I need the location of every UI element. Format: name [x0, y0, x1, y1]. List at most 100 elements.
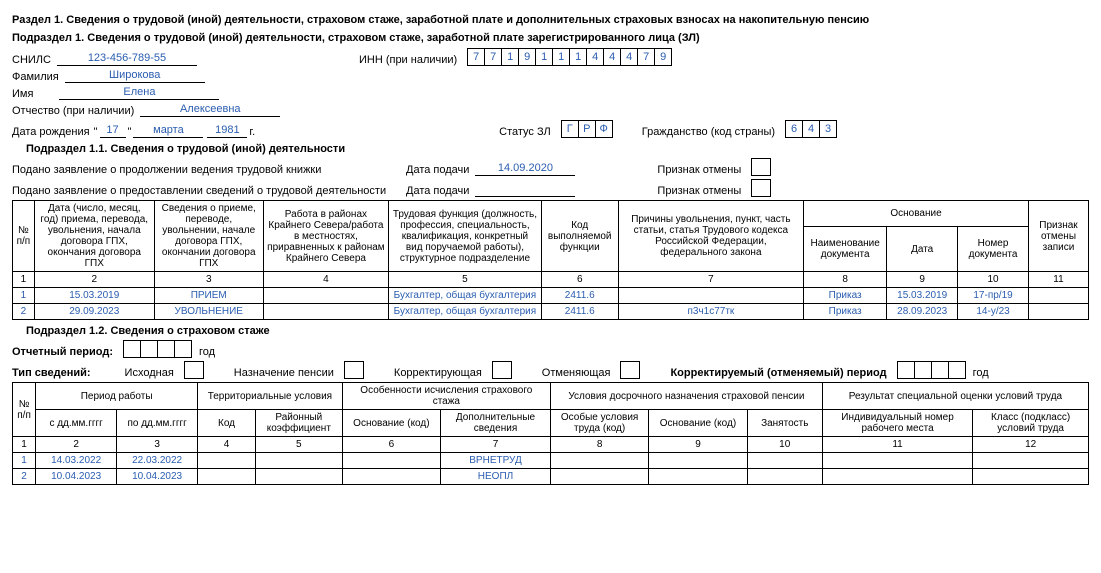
th-reason: Причины увольнения, пункт, часть статьи,…: [618, 201, 803, 272]
cell: Приказ: [804, 288, 887, 304]
dob-year[interactable]: 1981: [207, 124, 247, 138]
cell: ВРНЕТРУД: [441, 453, 551, 469]
patronymic-value[interactable]: Алексеевна: [140, 103, 280, 117]
subsection1-title: Подраздел 1. Сведения о трудовой (иной) …: [12, 32, 1089, 44]
cell: 17-пр/19: [958, 288, 1029, 304]
report-period-label: Отчетный период:: [12, 346, 113, 358]
colnum: 8: [550, 437, 648, 453]
cell: 14.03.2022: [36, 453, 117, 469]
digit-box: 1: [501, 48, 519, 66]
cell: [342, 453, 440, 469]
th12-special: Особые условия труда (код): [550, 410, 648, 437]
cell: Бухгалтер, общая бухгалтерия: [389, 288, 542, 304]
sub11-title: Подраздел 1.1. Сведения о трудовой (иной…: [26, 143, 1089, 155]
colnum: 5: [255, 437, 342, 453]
name-value[interactable]: Елена: [59, 86, 219, 100]
cell: 10.04.2023: [36, 469, 117, 485]
th-north: Работа в районах Крайнего Севера/работа …: [263, 201, 388, 272]
cell: 14-у/23: [958, 304, 1029, 320]
cancel1-box[interactable]: [751, 158, 771, 176]
quote-close: ": [128, 126, 132, 138]
surname-value[interactable]: Широкова: [65, 69, 205, 83]
status-boxes[interactable]: ГРФ: [561, 120, 612, 138]
date2-value[interactable]: [475, 183, 575, 197]
snils-value[interactable]: 123-456-789-55: [57, 52, 197, 66]
colnum: 4: [263, 272, 388, 288]
colnum: 7: [618, 272, 803, 288]
th-dname: Наименование документа: [804, 227, 887, 272]
th12-period: Период работы: [36, 383, 198, 410]
colnum: 3: [117, 437, 198, 453]
cell: [263, 304, 388, 320]
colnum: 2: [36, 437, 117, 453]
quote-open: ": [94, 126, 98, 138]
cell: [198, 469, 256, 485]
dob-label: Дата рождения: [12, 126, 90, 138]
citizenship-boxes[interactable]: 643: [785, 120, 836, 138]
date1-value[interactable]: 14.09.2020: [475, 162, 575, 176]
year-label1: год: [199, 346, 215, 358]
colnum: 7: [441, 437, 551, 453]
table-sub12: № п/п Период работы Территориальные усло…: [12, 382, 1089, 485]
digit-box: 9: [654, 48, 672, 66]
table-row: 229.09.2023УВОЛЬНЕНИЕБухгалтер, общая бу…: [13, 304, 1089, 320]
digit-box: 1: [535, 48, 553, 66]
digit-box: 9: [518, 48, 536, 66]
th12-early: Условия досрочного назначения страховой …: [550, 383, 822, 410]
digit-box: Р: [578, 120, 596, 138]
th-event: Сведения о приеме, переводе, увольнении,…: [154, 201, 263, 272]
cell: [973, 453, 1089, 469]
cell: 1: [13, 288, 35, 304]
patronymic-label: Отчество (при наличии): [12, 105, 134, 117]
cell: [550, 469, 648, 485]
colnum: 6: [342, 437, 440, 453]
year-label2: год: [973, 367, 989, 379]
colnum: 12: [973, 437, 1089, 453]
citizenship-label: Гражданство (код страны): [642, 126, 775, 138]
date2-label: Дата подачи: [406, 185, 469, 197]
cell: 10.04.2023: [117, 469, 198, 485]
cell: Бухгалтер, общая бухгалтерия: [389, 304, 542, 320]
th-date: Дата (число, месяц, год) приема, перевод…: [34, 201, 154, 272]
inn-boxes[interactable]: 771911144479: [467, 48, 671, 66]
table-row: 210.04.202310.04.2023НЕОПЛ: [13, 469, 1089, 485]
digit-box: Г: [561, 120, 579, 138]
cell: [747, 469, 822, 485]
cell: УВОЛЬНЕНИЕ: [154, 304, 263, 320]
cell: 2411.6: [541, 304, 618, 320]
cell: [550, 453, 648, 469]
cell: 29.09.2023: [34, 304, 154, 320]
dob-day[interactable]: 17: [100, 124, 126, 138]
corrected-period-boxes[interactable]: [897, 361, 965, 379]
cell: 28.09.2023: [887, 304, 958, 320]
cell: [649, 469, 747, 485]
cell: [822, 469, 972, 485]
colnum: 11: [1028, 272, 1088, 288]
type-cancel-box[interactable]: [620, 361, 640, 379]
th12-calc: Особенности исчисления страхового стажа: [342, 383, 550, 410]
colnum: 3: [154, 272, 263, 288]
th12-to: по дд.мм.гггг: [117, 410, 198, 437]
colnum: 2: [34, 272, 154, 288]
th12-coef: Районный коэффициент: [255, 410, 342, 437]
digit-box: 4: [603, 48, 621, 66]
section1-title: Раздел 1. Сведения о трудовой (иной) дея…: [12, 14, 1089, 26]
type-pension-box[interactable]: [344, 361, 364, 379]
th12-employ: Занятость: [747, 410, 822, 437]
corrected-period-label: Корректируемый (отменяемый) период: [670, 367, 886, 379]
cell: [263, 288, 388, 304]
type-initial-box[interactable]: [184, 361, 204, 379]
cell: [822, 453, 972, 469]
surname-label: Фамилия: [12, 71, 59, 83]
digit-box: 7: [467, 48, 485, 66]
dob-month[interactable]: марта: [133, 124, 203, 138]
report-period-boxes[interactable]: [123, 340, 191, 358]
cell: [618, 288, 803, 304]
cell: 1: [13, 453, 36, 469]
year-suffix: г.: [249, 126, 255, 138]
cancel2-box[interactable]: [751, 179, 771, 197]
cell: п3ч1с77тк: [618, 304, 803, 320]
cell: [973, 469, 1089, 485]
type-pension: Назначение пенсии: [234, 367, 334, 379]
type-correct-box[interactable]: [492, 361, 512, 379]
